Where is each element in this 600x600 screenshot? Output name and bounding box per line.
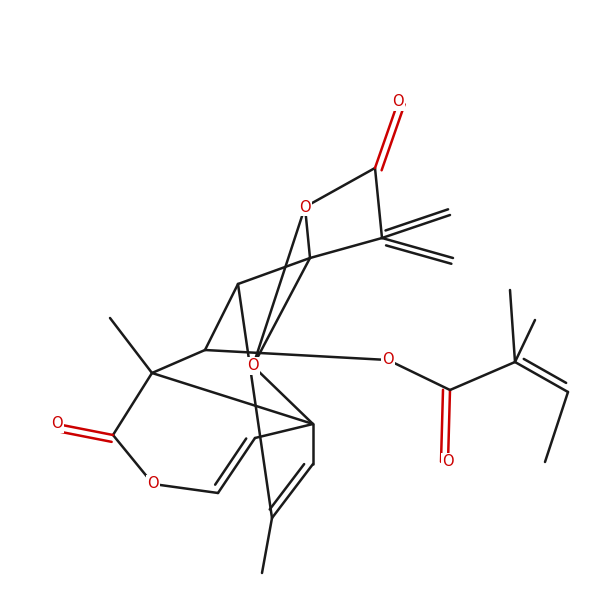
Text: O: O <box>392 94 404 109</box>
Text: O: O <box>147 476 159 491</box>
Text: O: O <box>382 352 394 367</box>
Text: O: O <box>51 416 63 431</box>
Text: O: O <box>247 358 259 373</box>
Text: O: O <box>299 199 311 214</box>
Text: O: O <box>442 455 454 469</box>
